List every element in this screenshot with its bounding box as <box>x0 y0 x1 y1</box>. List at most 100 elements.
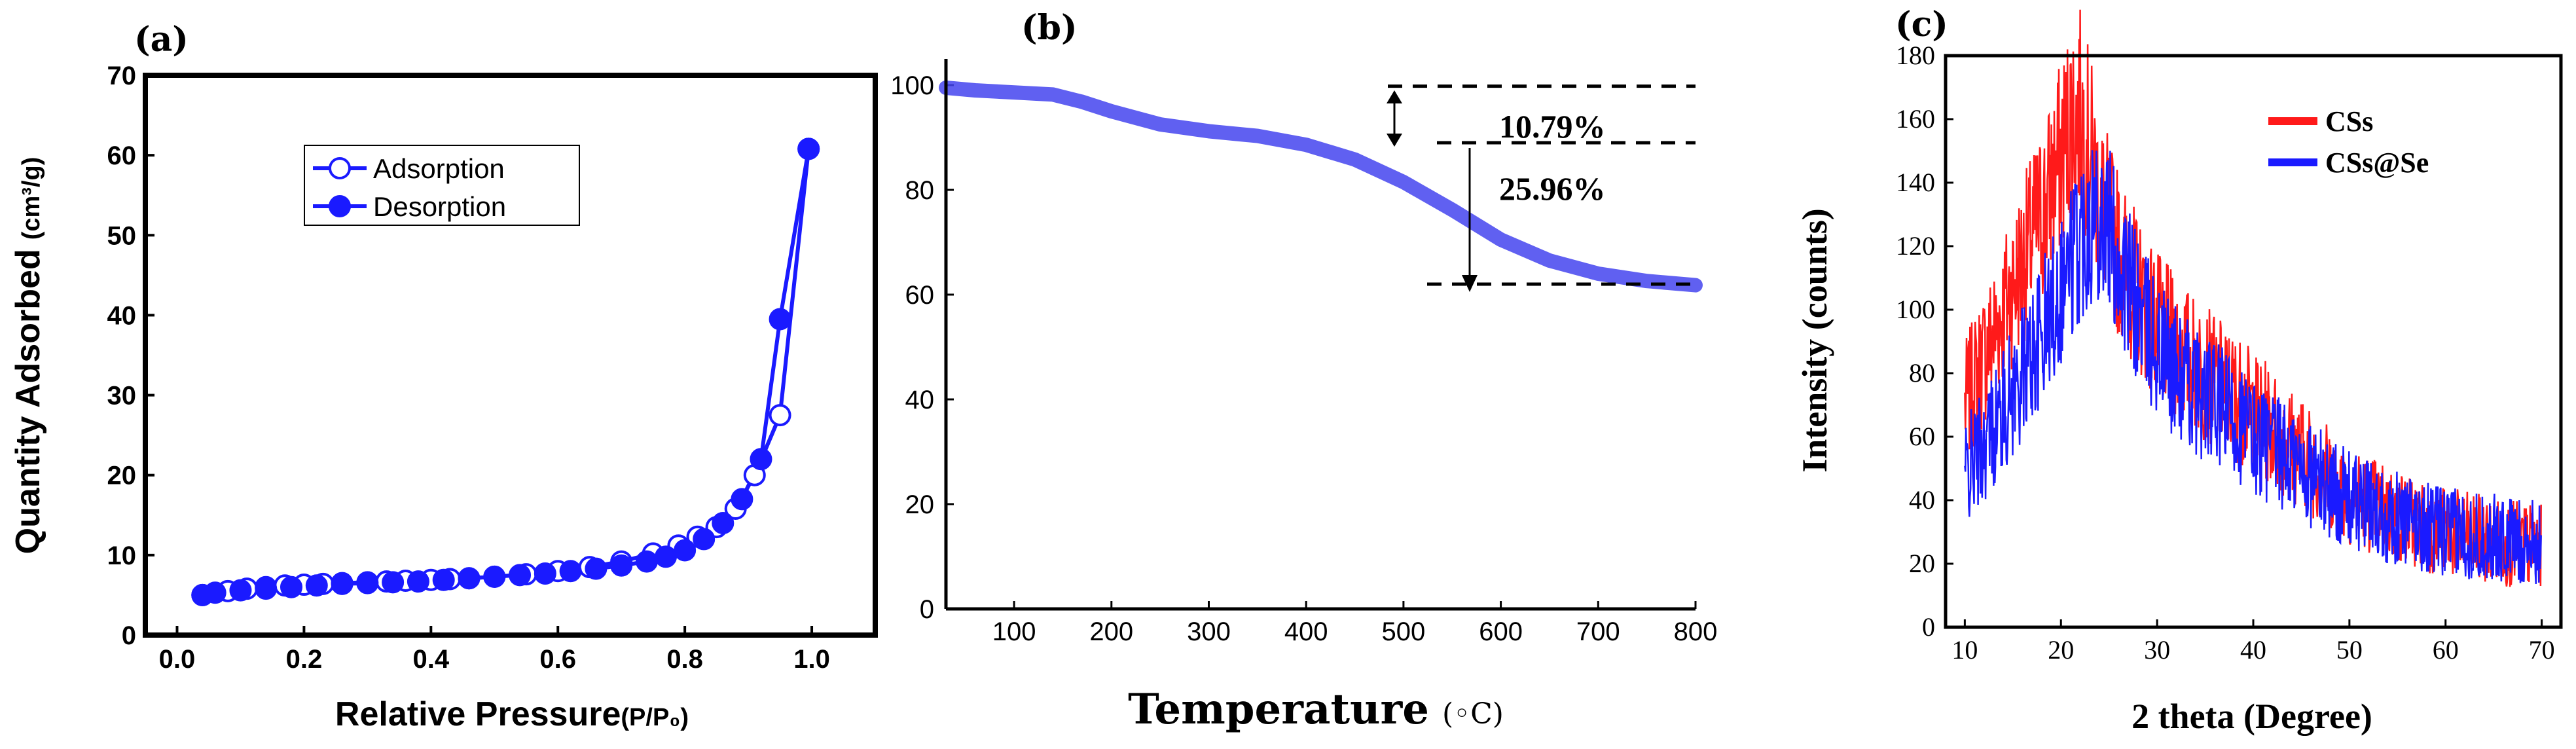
panel-c-y-tick-label: 180 <box>1896 41 1935 70</box>
desorption-point <box>280 575 302 598</box>
panel-a-x-tick-label: 0.0 <box>159 645 196 674</box>
panel-c-x-tick-label: 70 <box>2529 635 2555 665</box>
panel-c-y-tick-label: 120 <box>1896 231 1935 261</box>
panel-b-x-tick-label: 300 <box>1187 617 1231 646</box>
panel-b-x-axis-label: Temperature (◦C) <box>1128 685 1504 734</box>
panel-a-x-tick-label: 0.6 <box>539 645 576 674</box>
panel-b-tga-curve: (b) 100 200 300 400 500 600 700 800020406080100… <box>890 8 1717 734</box>
panel-c-x-tick-label: 30 <box>2144 635 2170 665</box>
desorption-point <box>655 545 678 568</box>
panel-c-y-tick-label: 40 <box>1909 485 1935 515</box>
panel-c-y-tick-label: 100 <box>1896 295 1935 324</box>
arrow-10-79-head-up <box>1387 90 1402 103</box>
panel-a-legend-box <box>304 145 580 226</box>
desorption-point <box>712 512 735 534</box>
panel-c-ticks: 10 20 30 40 50 60 70 0 20 40 60 80 100 120 140 160 180 <box>1896 41 2555 665</box>
legend-desorption-label: Desorption <box>373 191 506 222</box>
panel-b-y-tick-label: 0 <box>920 595 934 624</box>
arrow-10-79-head-down <box>1387 134 1402 147</box>
panel-b-label: (b) <box>1021 8 1078 48</box>
panel-a-y-tick-label: 30 <box>107 382 137 411</box>
panel-b-y-tick-label: 100 <box>890 71 934 100</box>
desorption-point <box>693 528 716 551</box>
panel-a-y-axis-title: Quantity Adsorbed <box>9 249 47 554</box>
panel-b-x-axis-title: Temperature <box>1128 685 1429 734</box>
panel-a-x-axis-title: Relative Pressure <box>335 695 621 733</box>
panel-b-x-tick-label: 100 <box>992 617 1036 646</box>
panel-c-x-tick-label: 60 <box>2433 635 2459 665</box>
desorption-point <box>750 448 772 471</box>
desorption-point <box>635 550 658 573</box>
panel-b-x-tick-label: 600 <box>1479 617 1523 646</box>
panel-b-x-axis-unit: (◦C) <box>1442 697 1504 731</box>
panel-a-y-tick-label: 20 <box>107 462 137 490</box>
panel-c-y-tick-label: 80 <box>1909 358 1935 388</box>
desorption-point <box>356 572 379 594</box>
panel-a-y-tick-label: 10 <box>107 541 137 570</box>
panel-a-y-tick-label: 40 <box>107 301 137 330</box>
panel-c-y-tick-label: 0 <box>1922 612 1935 642</box>
panel-b-series <box>939 81 1703 293</box>
panel-b-reference-lines <box>1388 84 1696 286</box>
panel-a-x-axis-unit: (P/P₀) <box>621 704 689 731</box>
desorption-point <box>191 583 214 606</box>
panel-b-x-tick-label: 500 <box>1382 617 1426 646</box>
panel-c-frame <box>1944 54 2563 629</box>
panel-b-y-tick-label: 20 <box>905 490 935 519</box>
legend-css-label: CSs <box>2325 105 2373 137</box>
panel-c-x-axis-label: 2 theta (Degree) <box>2132 697 2372 736</box>
desorption-point <box>483 565 506 588</box>
panel-b-annotation-25-96: 25.96% <box>1499 170 1606 207</box>
desorption-point <box>731 488 753 511</box>
desorption-point <box>585 557 608 580</box>
panel-c-y-tick-label: 60 <box>1909 422 1935 451</box>
panel-c-series <box>1964 9 2542 587</box>
panel-a-y-tick-label: 50 <box>107 221 137 250</box>
panel-a-y-tick-label: 0 <box>122 621 136 650</box>
desorption-point <box>229 579 252 602</box>
panel-a-label: (a) <box>134 20 189 60</box>
panel-c-x-tick-label: 50 <box>2336 635 2363 665</box>
panel-b-tga-line <box>939 81 1703 293</box>
panel-c-x-tick-label: 10 <box>1951 635 1978 665</box>
desorption-point <box>458 567 481 590</box>
panel-a-x-tick-label: 0.8 <box>666 645 703 674</box>
panel-b-x-tick-label: 700 <box>1576 617 1620 646</box>
panel-a-y-tick-label: 70 <box>107 62 137 90</box>
legend-adsorption-label: Adsorption <box>373 153 505 184</box>
panel-b-annotation-10-79: 10.79% <box>1499 108 1606 145</box>
desorption-point <box>797 137 820 160</box>
panel-c-csse-line <box>1964 150 2542 584</box>
desorption-point <box>255 577 278 600</box>
adsorption-point <box>769 404 791 427</box>
panel-b-x-tick-label: 400 <box>1284 617 1328 646</box>
panel-a-y-tick-label: 60 <box>107 141 137 170</box>
panel-c-y-tick-label: 160 <box>1896 104 1935 134</box>
desorption-point <box>674 539 697 562</box>
desorption-point <box>610 554 633 577</box>
panel-c-y-tick-label: 140 <box>1896 168 1935 197</box>
legend-csse-label: CSs@Se <box>2325 147 2429 179</box>
legend-adsorption-marker <box>329 157 351 179</box>
panel-a-y-axis-label: Quantity Adsorbed (cm³/g) <box>9 157 47 555</box>
desorption-point <box>432 568 455 591</box>
desorption-point <box>509 564 532 587</box>
panel-a-x-tick-label: 1.0 <box>793 645 830 674</box>
panel-a-adsorption-isotherm: (a) 0.0 0.2 0.4 0.6 0.8 1.0 0 10 20 30 40 50 60 70 Ad… <box>9 20 878 733</box>
panel-c-y-axis-label: Intensity (counts) <box>1795 208 1834 473</box>
arrow-25-96-head <box>1462 275 1478 292</box>
panel-c-xrd-pattern: (c) 10 20 30 40 50 60 700204060801001201401601… <box>1795 5 2563 736</box>
panel-b-x-tick-label: 800 <box>1674 617 1718 646</box>
panel-b-y-tick-label: 40 <box>905 386 935 414</box>
panel-a-legend: Adsorption Desorption <box>304 145 580 226</box>
panel-a-ticks: 0.0 0.2 0.4 0.6 0.8 1.0 0 10 20 30 40 50 60 70 <box>107 62 830 674</box>
panel-a-series <box>191 137 820 606</box>
desorption-point <box>305 574 328 597</box>
desorption-point <box>331 572 354 595</box>
panel-b-ticks: 100 200 300 400 500 600 700 800 0 20 40 60 80 100 <box>890 71 1717 646</box>
desorption-point <box>407 570 429 593</box>
panel-a-x-tick-label: 0.4 <box>412 645 449 674</box>
panel-a-x-axis-label: Relative Pressure(P/P₀) <box>335 695 689 733</box>
panel-c-x-tick-label: 40 <box>2240 635 2266 665</box>
